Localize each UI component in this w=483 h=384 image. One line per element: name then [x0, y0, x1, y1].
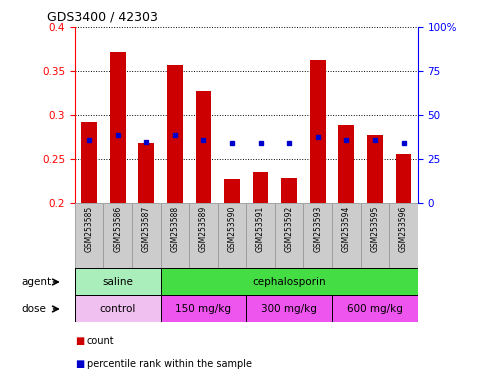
Bar [75, 204, 103, 268]
Bar [224, 179, 240, 204]
Bar [160, 268, 418, 295]
Text: GSM253593: GSM253593 [313, 205, 322, 252]
Bar [160, 204, 189, 268]
Bar [310, 60, 326, 204]
Bar [332, 204, 361, 268]
Bar [160, 295, 246, 323]
Text: GSM253594: GSM253594 [342, 205, 351, 252]
Bar [103, 204, 132, 268]
Bar [196, 91, 212, 204]
Bar [81, 122, 97, 204]
Text: GSM253590: GSM253590 [227, 205, 237, 252]
Bar [75, 295, 161, 323]
Text: ■: ■ [75, 359, 84, 369]
Bar [253, 172, 269, 204]
Bar [75, 268, 161, 295]
Text: GSM253592: GSM253592 [284, 205, 294, 252]
Bar [167, 65, 183, 204]
Text: GSM253591: GSM253591 [256, 205, 265, 252]
Bar [332, 295, 418, 323]
Bar [275, 204, 303, 268]
Text: GSM253587: GSM253587 [142, 205, 151, 252]
Bar [361, 204, 389, 268]
Text: 300 mg/kg: 300 mg/kg [261, 304, 317, 314]
Text: GSM253585: GSM253585 [85, 205, 94, 252]
Bar [367, 136, 383, 204]
Text: 600 mg/kg: 600 mg/kg [347, 304, 403, 314]
Bar [389, 204, 418, 268]
Text: ■: ■ [75, 336, 84, 346]
Bar [246, 295, 332, 323]
Bar [218, 204, 246, 268]
Bar [281, 178, 297, 204]
Text: GDS3400 / 42303: GDS3400 / 42303 [47, 11, 158, 24]
Text: percentile rank within the sample: percentile rank within the sample [87, 359, 252, 369]
Text: count: count [87, 336, 114, 346]
Bar [110, 51, 126, 204]
Text: GSM253586: GSM253586 [113, 205, 122, 252]
Text: cephalosporin: cephalosporin [253, 277, 326, 287]
Text: 150 mg/kg: 150 mg/kg [175, 304, 231, 314]
Bar [396, 154, 412, 204]
Bar [339, 125, 354, 204]
Text: agent: agent [22, 277, 52, 287]
Text: saline: saline [102, 277, 133, 287]
Bar [132, 204, 161, 268]
Bar [189, 204, 218, 268]
Text: GSM253595: GSM253595 [370, 205, 380, 252]
Bar [246, 204, 275, 268]
Text: control: control [99, 304, 136, 314]
Bar [139, 144, 154, 204]
Text: GSM253588: GSM253588 [170, 205, 179, 252]
Text: dose: dose [22, 304, 47, 314]
Text: GSM253589: GSM253589 [199, 205, 208, 252]
Bar [303, 204, 332, 268]
Text: GSM253596: GSM253596 [399, 205, 408, 252]
